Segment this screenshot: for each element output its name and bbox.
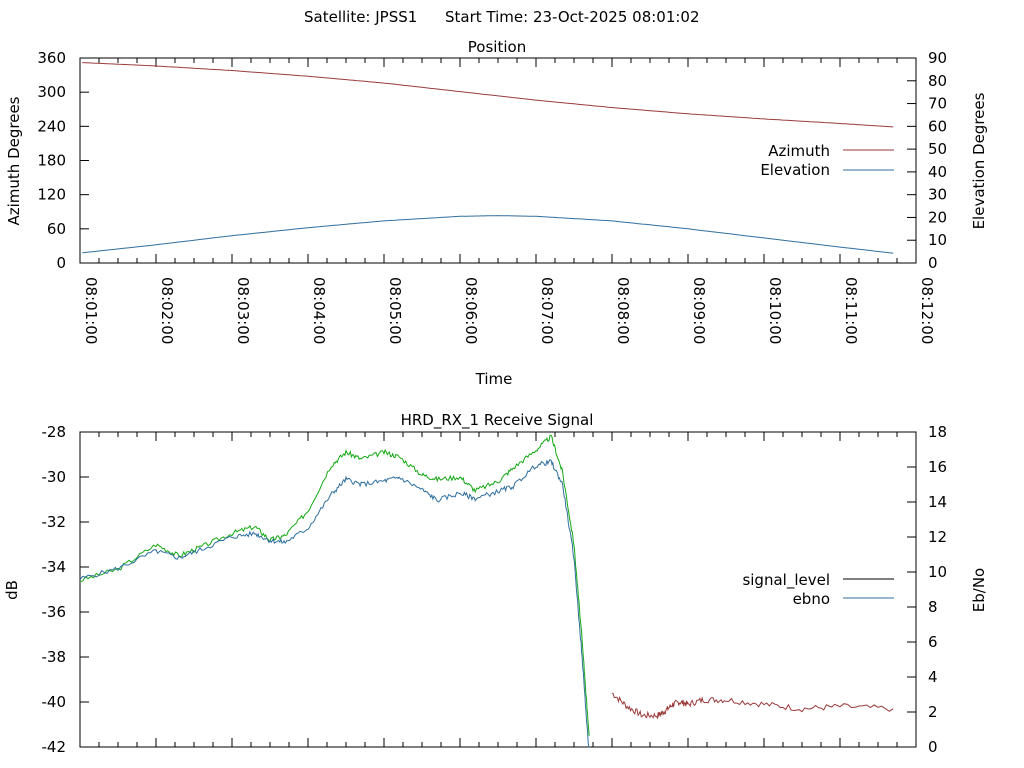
position-y2-tick-label: 90	[928, 49, 947, 67]
signal-y2-tick-label: 4	[928, 668, 938, 686]
position-y2-tick-label: 10	[928, 231, 947, 249]
position-x-tick-label: 08:04:00	[310, 277, 328, 344]
position-y2-tick-label: 0	[928, 254, 938, 272]
signal-y2-tick-label: 8	[928, 598, 938, 616]
position-y2-tick-label: 20	[928, 208, 947, 226]
signal-chart-title: HRD_RX_1 Receive Signal	[401, 411, 594, 430]
position-chart: Position 0 60 120 180 240 300 360 0 10 20 30 40 50 60…	[5, 38, 988, 388]
position-y2-axis-label: Elevation Degrees	[970, 92, 988, 229]
series-signal-level-tail	[611, 692, 894, 720]
signal-y-tick-label: -30	[42, 468, 67, 486]
position-y-tick-label: 0	[56, 254, 66, 272]
series-azimuth-line	[82, 62, 894, 128]
signal-y2-tick-label: 0	[928, 738, 938, 756]
position-x-tick-label: 08:08:00	[614, 277, 632, 344]
position-x-axis-label: Time	[475, 370, 513, 388]
position-x-tick-label: 08:11:00	[842, 277, 860, 344]
position-y-axis-label: Azimuth Degrees	[5, 96, 23, 225]
position-x-tick-label: 08:01:00	[82, 277, 100, 344]
signal-y-tick-label: -28	[42, 423, 67, 441]
position-y-tick-label: 300	[37, 83, 66, 101]
series-ebno-line	[79, 459, 590, 748]
legend-ebno-label: ebno	[793, 590, 830, 608]
receive-signal-chart: HRD_RX_1 Receive Signal -42 -40 -38 -36 -34 -…	[3, 411, 988, 756]
signal-y-tick-label: -34	[42, 558, 67, 576]
signal-y2-axis-label: Eb/No	[970, 568, 988, 612]
signal-plot-frame	[79, 431, 917, 748]
position-y2-tick-label: 70	[928, 95, 947, 113]
position-y-tick-label: 360	[37, 49, 66, 67]
position-y-tick-label: 240	[37, 117, 66, 135]
position-x-tick-label: 08:05:00	[386, 277, 404, 344]
position-x-tick-label: 08:06:00	[462, 277, 480, 344]
series-signal-level-main	[79, 434, 590, 736]
position-chart-title: Position	[468, 38, 526, 56]
signal-y-tick-label: -32	[42, 513, 67, 531]
position-y-tick-label: 180	[37, 152, 66, 170]
signal-y2-tick-label: 14	[928, 493, 947, 511]
signal-y2-tick-label: 12	[928, 528, 947, 546]
signal-y-tick-label: -40	[42, 693, 67, 711]
legend-elevation-label: Elevation	[760, 161, 830, 179]
signal-y2-tick-label: 2	[928, 703, 938, 721]
position-y-tick-label: 120	[37, 186, 66, 204]
header-satellite: Satellite: JPSS1	[304, 8, 417, 26]
position-x-tick-label: 08:10:00	[766, 277, 784, 344]
header-start-time: Start Time: 23-Oct-2025 08:01:02	[445, 8, 700, 26]
signal-y2-tick-label: 18	[928, 423, 947, 441]
position-x-tick-label: 08:07:00	[538, 277, 556, 344]
signal-y2-tick-label: 16	[928, 458, 947, 476]
position-y2-tick-label: 80	[928, 72, 947, 90]
position-y2-tick-label: 50	[928, 140, 947, 158]
signal-y-tick-label: -42	[42, 738, 67, 756]
series-elevation-line	[82, 215, 894, 254]
position-y2-tick-label: 30	[928, 186, 947, 204]
position-x-tick-label: 08:09:00	[690, 277, 708, 344]
signal-y-tick-label: -38	[42, 648, 67, 666]
signal-y2-tick-label: 6	[928, 633, 938, 651]
legend-azimuth-label: Azimuth	[768, 142, 830, 160]
position-y-tick-label: 60	[47, 220, 66, 238]
position-y2-tick-label: 40	[928, 163, 947, 181]
position-x-tick-label: 08:02:00	[158, 277, 176, 344]
position-x-tick-label: 08:03:00	[234, 277, 252, 344]
position-y2-tick-label: 60	[928, 117, 947, 135]
signal-y-tick-label: -36	[42, 603, 67, 621]
signal-y-axis-label: dB	[3, 580, 21, 600]
position-x-tick-label: 08:12:00	[918, 277, 936, 344]
signal-y2-tick-label: 10	[928, 563, 947, 581]
legend-signal-level-label: signal_level	[742, 571, 830, 590]
